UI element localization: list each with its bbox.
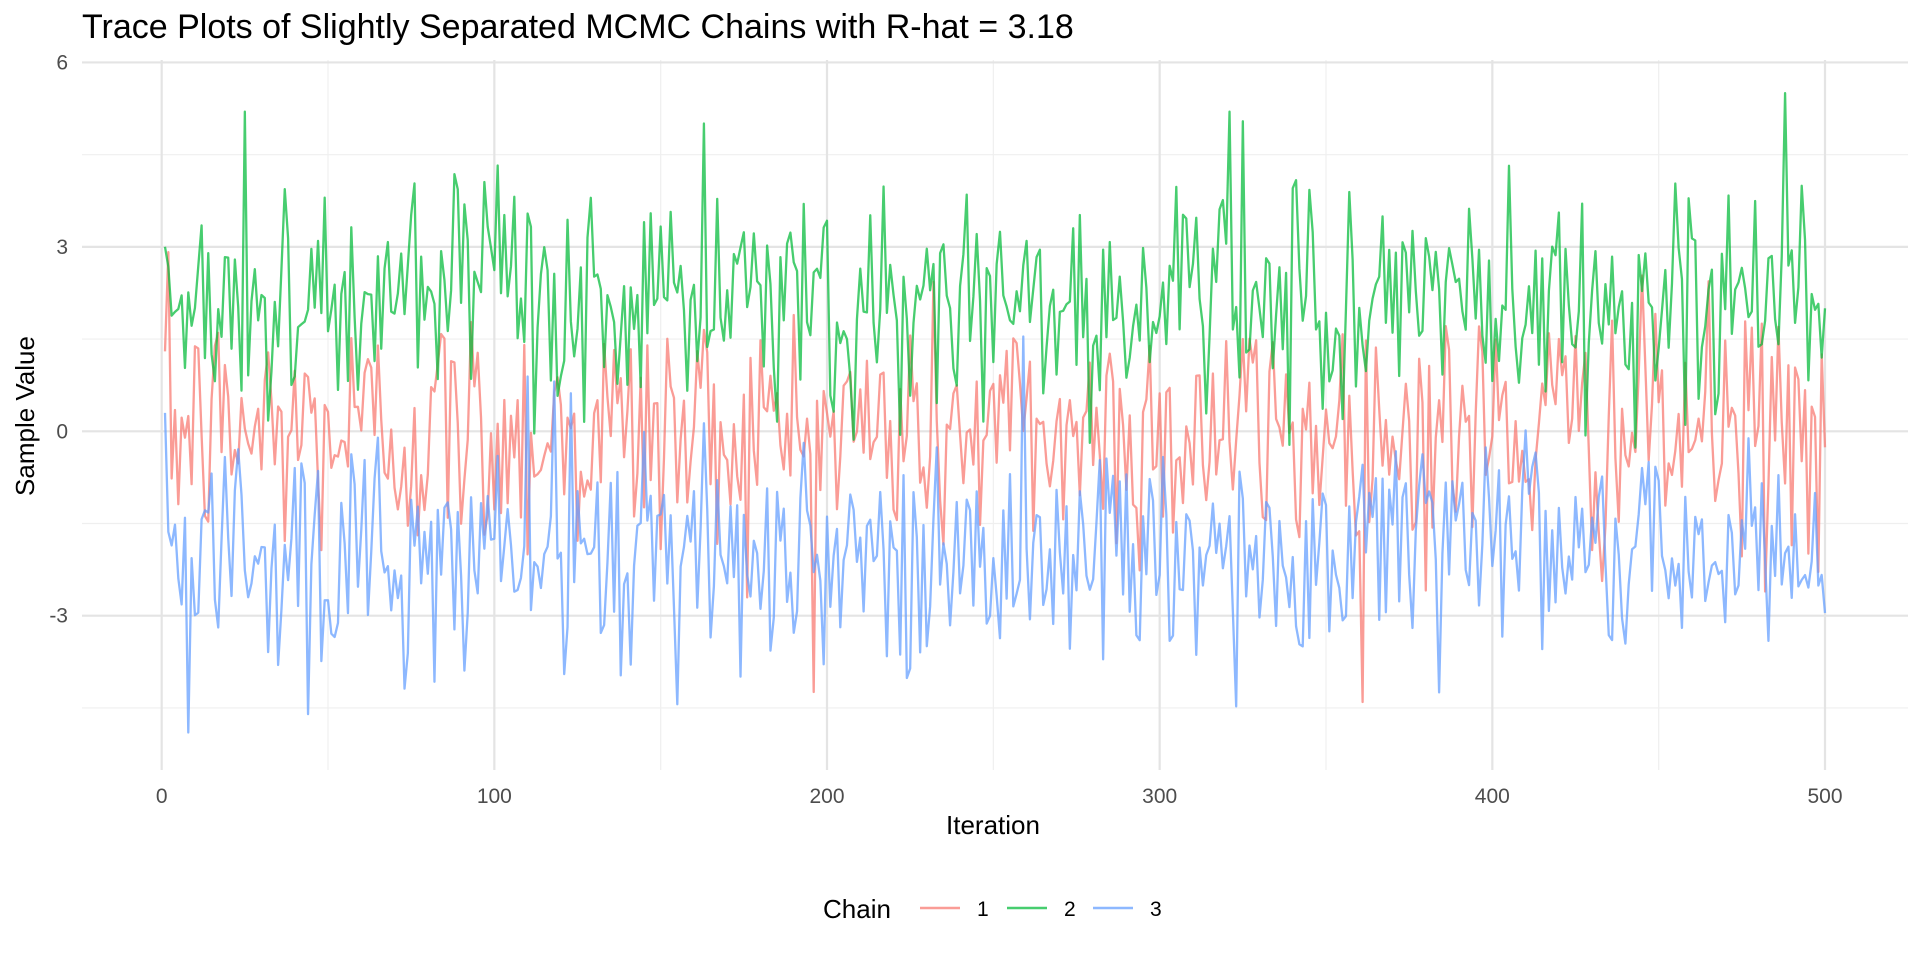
y-tick-label: -3 [49,605,68,628]
series-line-chain-3 [163,335,1827,734]
x-tick-label: 200 [809,785,844,808]
x-tick-label: 400 [1475,785,1510,808]
chart-title: Trace Plots of Slightly Separated MCMC C… [82,8,1074,46]
legend-label-chain-1: 1 [977,898,989,921]
legend-label-chain-3: 3 [1150,898,1162,921]
x-tick-label: 0 [156,785,168,808]
legend-label-chain-2: 2 [1064,898,1076,921]
y-axis-title: Sample Value [10,336,40,496]
x-tick-label: 100 [477,785,512,808]
series-line-chain-1 [163,251,1827,704]
y-tick-label: 3 [56,236,68,259]
y-tick-label: 6 [56,51,68,74]
x-tick-label: 300 [1142,785,1177,808]
series-line-chain-2 [163,92,1827,449]
tick-labels: 0 100 200 300 400 500 -3 0 3 6 [49,51,1842,808]
x-axis-title: Iteration [946,810,1040,840]
series-layer [163,92,1827,734]
x-tick-label: 500 [1807,785,1842,808]
y-tick-label: 0 [56,420,68,443]
legend: Chain 1 2 3 [823,894,1162,924]
legend-title: Chain [823,894,891,924]
